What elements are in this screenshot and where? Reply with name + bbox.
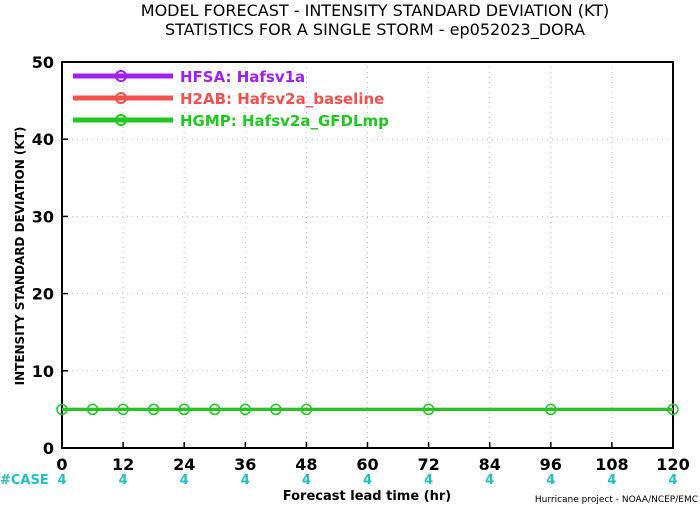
y-tick-label: 10 bbox=[32, 362, 54, 381]
legend-marker bbox=[115, 92, 127, 104]
case-label: #CASE bbox=[0, 473, 49, 488]
data-point-marker bbox=[147, 403, 160, 416]
case-count-value: 4 bbox=[119, 473, 128, 488]
data-point-marker bbox=[86, 403, 99, 416]
legend-label: HGMP: Hafsv2a_GFDLmp bbox=[180, 112, 389, 130]
x-tick-label: 72 bbox=[417, 455, 439, 474]
legend: HFSA: Hafsv1a H2AB: Hafsv2a_baseline HGMP:… bbox=[73, 68, 389, 130]
chart-title: MODEL FORECAST - INTENSITY STANDARD DEVI… bbox=[141, 1, 609, 20]
y-tick-label: 30 bbox=[32, 207, 54, 226]
x-tick-label: 24 bbox=[173, 455, 195, 474]
legend-marker bbox=[115, 70, 127, 82]
case-count-value: 4 bbox=[668, 473, 677, 488]
case-count-row: #CASE 4 4 4 4 4 4 4 4 4 4 4 bbox=[0, 473, 678, 488]
chart-subtitle: STATISTICS FOR A SINGLE STORM - ep052023… bbox=[165, 20, 585, 40]
case-count-value: 4 bbox=[485, 473, 494, 488]
x-axis-label: Forecast lead time (hr) bbox=[283, 489, 451, 504]
series-layer bbox=[56, 403, 679, 416]
data-point-marker bbox=[209, 403, 221, 416]
x-tick-label: 84 bbox=[479, 455, 501, 474]
case-count-value: 4 bbox=[241, 473, 250, 488]
case-count-value: 4 bbox=[546, 473, 555, 488]
axes: 0 12 24 36 48 60 72 84 96 108 120 0 10 20 30 40 50 bbox=[32, 53, 690, 474]
case-count-value: 4 bbox=[302, 473, 311, 488]
x-tick-label: 108 bbox=[595, 455, 628, 474]
x-tick-label: 0 bbox=[56, 455, 67, 474]
x-tick-label: 120 bbox=[656, 455, 689, 474]
x-tick-label: 48 bbox=[295, 455, 317, 474]
data-point-marker bbox=[422, 403, 435, 416]
data-point-marker bbox=[545, 403, 557, 416]
data-point-marker bbox=[117, 403, 129, 416]
legend-label: HFSA: Hafsv1a bbox=[180, 68, 305, 86]
case-count-value: 4 bbox=[424, 473, 433, 488]
y-tick-label: 20 bbox=[32, 285, 54, 304]
x-tick-label: 36 bbox=[234, 455, 256, 474]
data-point-marker bbox=[239, 403, 252, 416]
x-tick-label: 12 bbox=[112, 455, 134, 474]
y-tick-label: 0 bbox=[43, 439, 54, 458]
data-point-marker bbox=[270, 403, 282, 416]
y-tick-label: 50 bbox=[32, 53, 54, 72]
legend-marker bbox=[115, 114, 127, 126]
data-point-marker bbox=[300, 403, 313, 416]
data-point-marker bbox=[667, 403, 679, 416]
data-point-marker bbox=[178, 403, 190, 416]
y-axis-label: INTENSITY STANDARD DEVIATION (KT) bbox=[13, 127, 27, 386]
case-count-value: 4 bbox=[57, 473, 66, 488]
credit-text: Hurricane project - NOAA/NCEP/EMC bbox=[535, 495, 698, 505]
y-tick-label: 40 bbox=[32, 130, 54, 149]
x-tick-label: 96 bbox=[540, 455, 562, 474]
legend-label: H2AB: Hafsv2a_baseline bbox=[180, 90, 384, 108]
case-count-value: 4 bbox=[607, 473, 616, 488]
x-tick-label: 60 bbox=[356, 455, 378, 474]
case-count-value: 4 bbox=[363, 473, 372, 488]
case-count-value: 4 bbox=[180, 473, 189, 488]
data-point-marker bbox=[56, 403, 68, 416]
